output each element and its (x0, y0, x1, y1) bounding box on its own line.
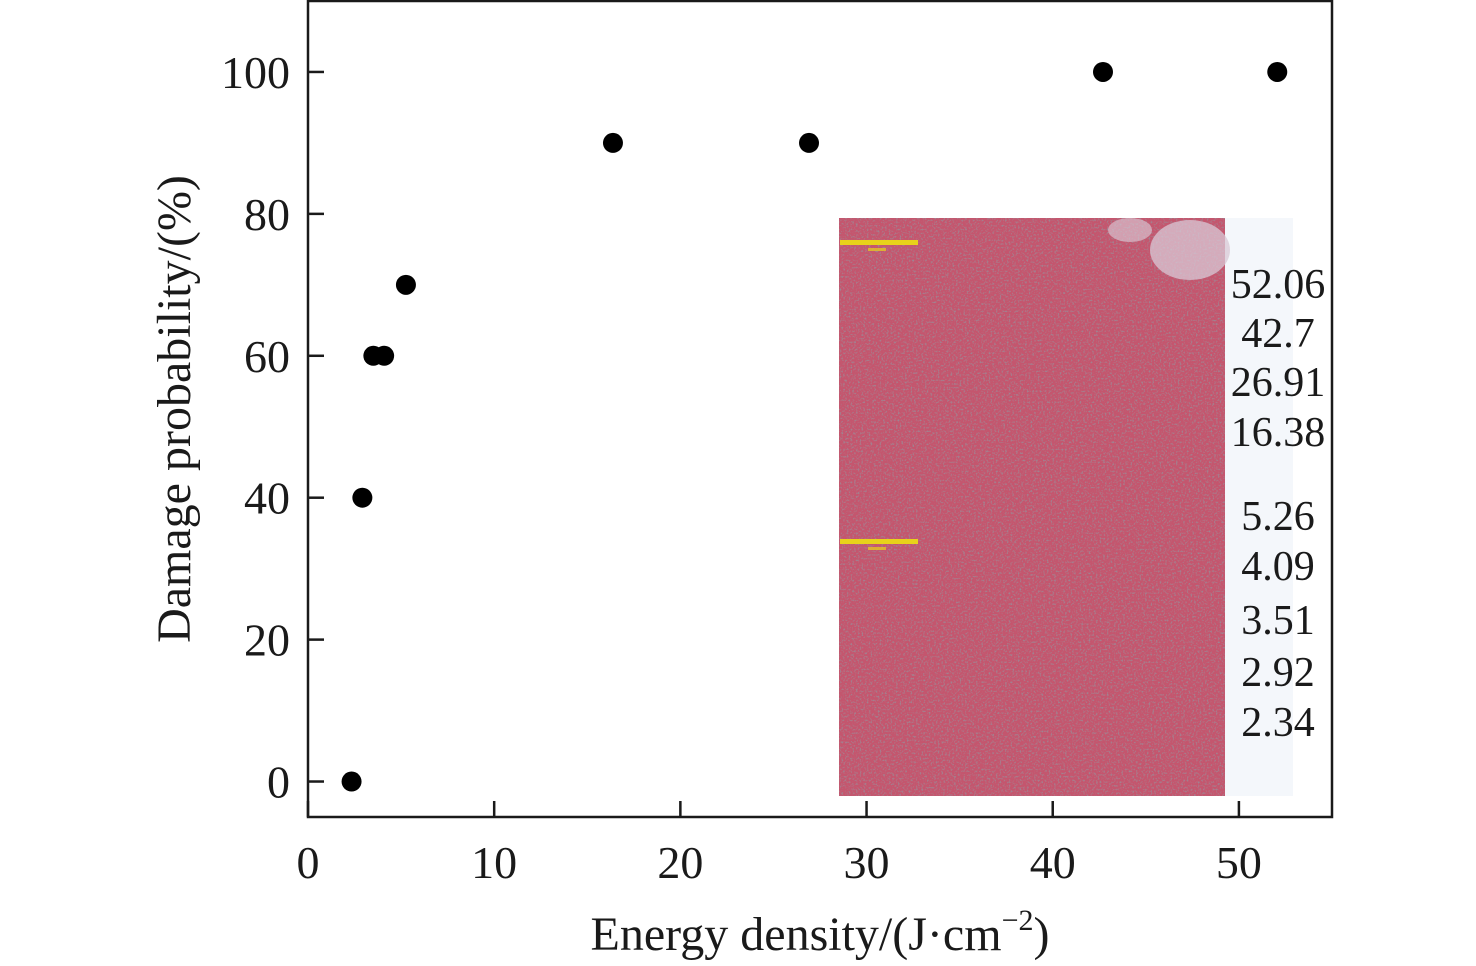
data-point (1092, 61, 1113, 82)
x-axis-title: Energy density/(J·cm−2) (591, 904, 1050, 961)
inset-energy-label: 42.7 (1241, 311, 1315, 357)
x-tick-label: 30 (844, 837, 890, 888)
data-point (602, 132, 623, 153)
x-tick-label: 20 (657, 837, 703, 888)
x-tick-label: 40 (1030, 837, 1076, 888)
y-tick-label: 60 (244, 331, 290, 382)
x-tick-label: 50 (1216, 837, 1262, 888)
inset-image-texture (839, 218, 1225, 796)
inset-energy-label: 16.38 (1231, 410, 1326, 456)
inset-light-patch (1150, 220, 1230, 280)
scale-bar-middle (840, 539, 918, 550)
y-tick-label: 40 (244, 473, 290, 524)
inset-energy-label: 52.06 (1231, 262, 1326, 308)
inset-label-panel (1225, 218, 1293, 796)
x-axis: 0 10 20 30 40 50 (297, 801, 1262, 888)
data-point (1267, 61, 1288, 82)
x-tick-label: 10 (471, 837, 517, 888)
inset-energy-label: 2.92 (1241, 650, 1315, 696)
y-tick-label: 80 (244, 189, 290, 240)
inset-energy-label: 5.26 (1241, 494, 1315, 540)
data-point (799, 132, 820, 153)
inset-energy-label: 4.09 (1241, 544, 1315, 590)
inset-light-patch (1108, 218, 1152, 242)
scale-bar-top (840, 240, 918, 251)
plot-frame (306, 0, 1334, 819)
y-axis: 0 20 40 60 80 100 (221, 47, 324, 808)
y-tick-label: 0 (267, 757, 290, 808)
y-axis-title: Damage probability/(%) (148, 175, 201, 643)
y-tick-label: 20 (244, 615, 290, 666)
inset-energy-label: 2.34 (1241, 700, 1315, 746)
data-series (341, 61, 1288, 792)
data-point (341, 771, 362, 792)
data-point (374, 345, 395, 366)
y-tick-label: 100 (221, 47, 290, 98)
data-point (395, 274, 416, 295)
inset-energy-label: 26.91 (1231, 360, 1326, 406)
data-point (352, 487, 373, 508)
inset-energy-label: 3.51 (1241, 598, 1315, 644)
x-tick-label: 0 (297, 837, 320, 888)
